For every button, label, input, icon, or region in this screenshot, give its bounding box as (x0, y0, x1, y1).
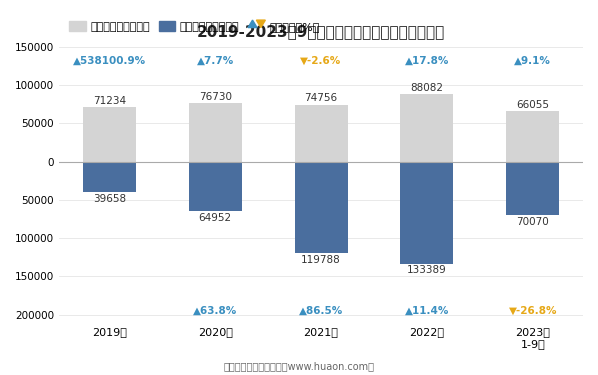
Text: 70070: 70070 (516, 217, 549, 227)
Bar (295, 162, 347, 253)
Title: 2019-2023年9月重庆江津综合保税区进、出口额: 2019-2023年9月重庆江津综合保税区进、出口额 (197, 24, 445, 39)
Bar (507, 111, 559, 162)
Text: ▼-2.6%: ▼-2.6% (300, 56, 341, 66)
Text: 64952: 64952 (199, 213, 232, 223)
Text: ▲86.5%: ▲86.5% (299, 306, 343, 316)
Bar (189, 162, 242, 211)
Bar (401, 94, 453, 162)
Bar (295, 105, 347, 162)
Text: 71234: 71234 (93, 96, 126, 106)
Text: ▼-26.8%: ▼-26.8% (508, 306, 557, 316)
Text: 制图：华经产业研究院（www.huaon.com）: 制图：华经产业研究院（www.huaon.com） (224, 361, 374, 371)
Text: ▲538100.9%: ▲538100.9% (73, 56, 146, 66)
Text: ▲7.7%: ▲7.7% (197, 56, 234, 66)
Bar (83, 162, 136, 192)
Text: ▲17.8%: ▲17.8% (405, 56, 449, 66)
Text: 88082: 88082 (410, 83, 443, 93)
Bar (507, 162, 559, 215)
Text: 39658: 39658 (93, 194, 126, 204)
Legend: 出口总额（万美元）, 进口总额（万美元）, 同比增速（%）: 出口总额（万美元）, 进口总额（万美元）, 同比增速（%） (65, 17, 324, 36)
Text: 74756: 74756 (304, 93, 338, 104)
Text: 66055: 66055 (516, 100, 549, 110)
Text: ▲63.8%: ▲63.8% (193, 306, 237, 316)
Bar (401, 162, 453, 264)
Text: 119788: 119788 (301, 255, 341, 265)
Text: 76730: 76730 (199, 92, 231, 102)
Text: 133389: 133389 (407, 265, 447, 275)
Text: ▲11.4%: ▲11.4% (405, 306, 449, 316)
Bar (189, 103, 242, 162)
Text: ▲9.1%: ▲9.1% (514, 56, 551, 66)
Bar (83, 107, 136, 162)
